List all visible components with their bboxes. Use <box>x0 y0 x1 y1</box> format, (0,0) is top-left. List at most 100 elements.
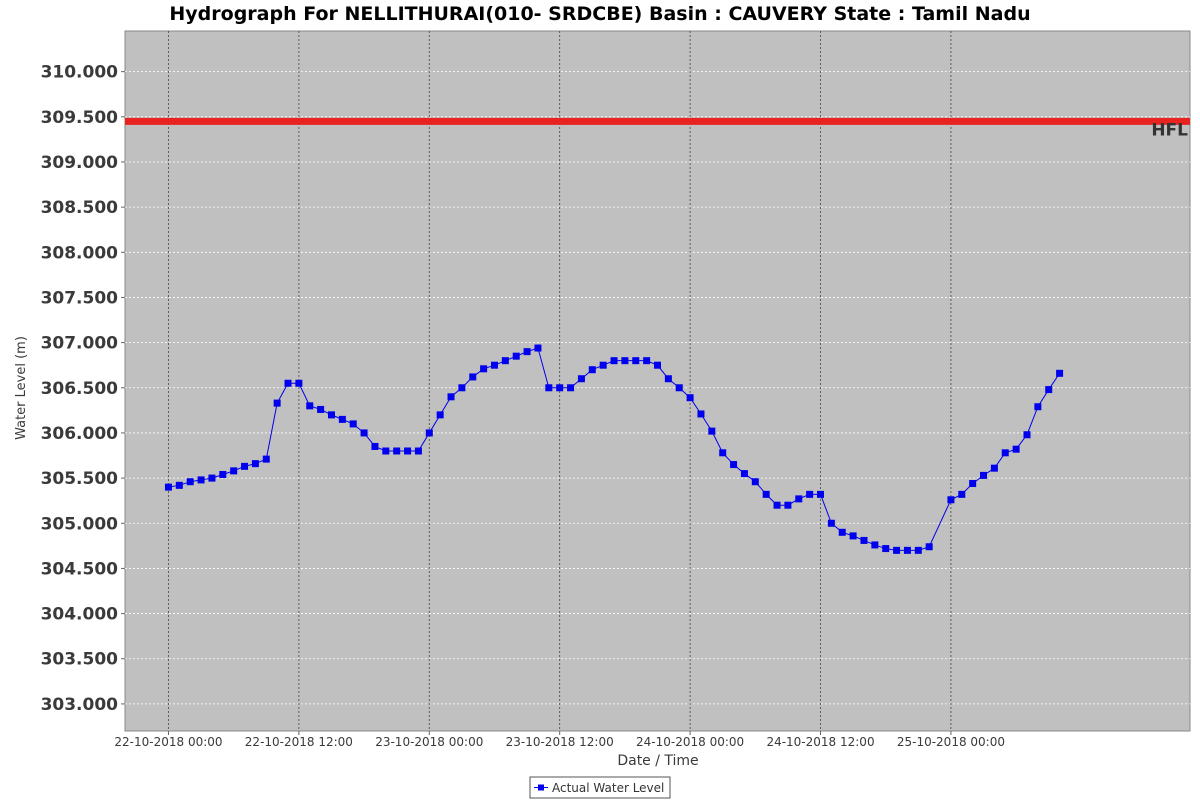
data-point <box>469 373 477 381</box>
data-point <box>654 361 661 369</box>
data-point <box>273 399 281 407</box>
data-point <box>241 462 249 470</box>
x-tick-label: 24-10-2018 00:00 <box>636 735 744 749</box>
y-tick-label: 303.500 <box>41 650 119 670</box>
data-point <box>784 501 792 509</box>
data-point <box>947 496 955 504</box>
data-point <box>164 483 172 491</box>
data-point <box>697 410 705 418</box>
data-point <box>588 366 596 374</box>
data-point <box>958 490 966 498</box>
data-point <box>664 375 672 383</box>
y-tick-label: 307.500 <box>41 288 119 308</box>
legend-box <box>529 776 671 799</box>
y-tick-label: 309.000 <box>41 153 119 173</box>
data-point <box>230 467 238 475</box>
data-point <box>610 357 618 365</box>
data-point <box>317 405 325 413</box>
data-point <box>817 490 825 498</box>
data-point <box>295 379 303 387</box>
y-tick-label: 309.500 <box>41 108 119 128</box>
y-tick-label: 307.000 <box>41 334 119 354</box>
x-axis-label: Date / Time <box>617 753 698 769</box>
reference-line-group: HFL <box>125 117 1190 140</box>
data-point <box>175 481 183 489</box>
data-point <box>1045 386 1053 394</box>
y-axis-ticks: 303.000 303.500 304.000 304.500 305.000 305.5… <box>41 63 125 715</box>
plot-area <box>124 30 1191 732</box>
legend: Actual Water Level <box>529 776 671 799</box>
data-point <box>838 528 846 536</box>
data-point <box>849 532 857 540</box>
data-point <box>284 379 292 387</box>
y-axis-label: Water Level (m) <box>14 336 29 440</box>
data-point <box>414 447 422 455</box>
data-point <box>827 519 835 527</box>
hfl-label: HFL <box>1151 120 1188 140</box>
data-point <box>751 478 759 486</box>
chart-title: Hydrograph For NELLITHURAI(010- SRDCBE) … <box>169 3 1030 25</box>
data-point <box>762 490 770 498</box>
y-tick-label: 304.500 <box>41 559 119 579</box>
x-tick-label: 22-10-2018 00:00 <box>114 735 222 749</box>
data-point <box>480 365 488 373</box>
data-point <box>458 384 466 392</box>
data-point <box>186 478 194 486</box>
data-point <box>1001 449 1009 457</box>
data-point <box>197 476 205 484</box>
data-point <box>490 361 498 369</box>
data-point <box>893 546 901 554</box>
data-point <box>327 411 335 419</box>
y-tick-label: 303.000 <box>41 695 119 715</box>
data-point <box>349 420 357 428</box>
data-point <box>501 357 509 365</box>
data-point <box>730 461 738 469</box>
data-point <box>393 447 401 455</box>
data-point <box>708 427 716 435</box>
data-point <box>251 460 259 468</box>
data-point <box>306 402 314 410</box>
y-tick-label: 304.000 <box>41 605 119 625</box>
data-point <box>556 384 564 392</box>
data-point <box>512 352 520 360</box>
data-point <box>1012 445 1020 453</box>
legend-label: Actual Water Level <box>552 781 664 795</box>
data-point <box>903 546 911 554</box>
data-point <box>675 384 683 392</box>
data-point <box>980 471 988 479</box>
data-point <box>208 474 216 482</box>
x-tick-label: 22-10-2018 12:00 <box>245 735 353 749</box>
y-tick-label: 305.000 <box>41 514 119 534</box>
data-point <box>1023 431 1031 439</box>
data-point <box>871 541 879 549</box>
data-point <box>1056 369 1064 377</box>
data-point <box>773 501 781 509</box>
data-point <box>371 442 379 450</box>
y-tick-label: 308.000 <box>41 243 119 263</box>
y-tick-label: 306.000 <box>41 424 119 444</box>
data-point <box>925 543 933 551</box>
y-tick-label: 310.000 <box>41 63 119 83</box>
data-point <box>599 361 607 369</box>
data-point <box>523 348 531 356</box>
data-point <box>447 393 455 401</box>
data-point <box>860 536 868 544</box>
x-axis-ticks: 22-10-2018 00:00 22-10-2018 12:00 23-10-20… <box>114 731 1005 749</box>
data-point <box>1034 403 1042 411</box>
y-tick-label: 306.500 <box>41 379 119 399</box>
y-tick-label: 305.500 <box>41 469 119 489</box>
x-tick-label: 23-10-2018 00:00 <box>375 735 483 749</box>
data-point <box>621 357 629 365</box>
data-point <box>806 490 814 498</box>
data-point <box>338 415 346 423</box>
data-point <box>425 429 433 437</box>
series-line <box>168 347 1061 551</box>
data-point <box>534 344 542 352</box>
legend-marker-swatch <box>538 784 544 791</box>
data-point <box>404 447 412 455</box>
grid-lines <box>125 31 1190 731</box>
data-point <box>567 384 575 392</box>
x-tick-label: 23-10-2018 12:00 <box>506 735 614 749</box>
data-point <box>632 357 640 365</box>
